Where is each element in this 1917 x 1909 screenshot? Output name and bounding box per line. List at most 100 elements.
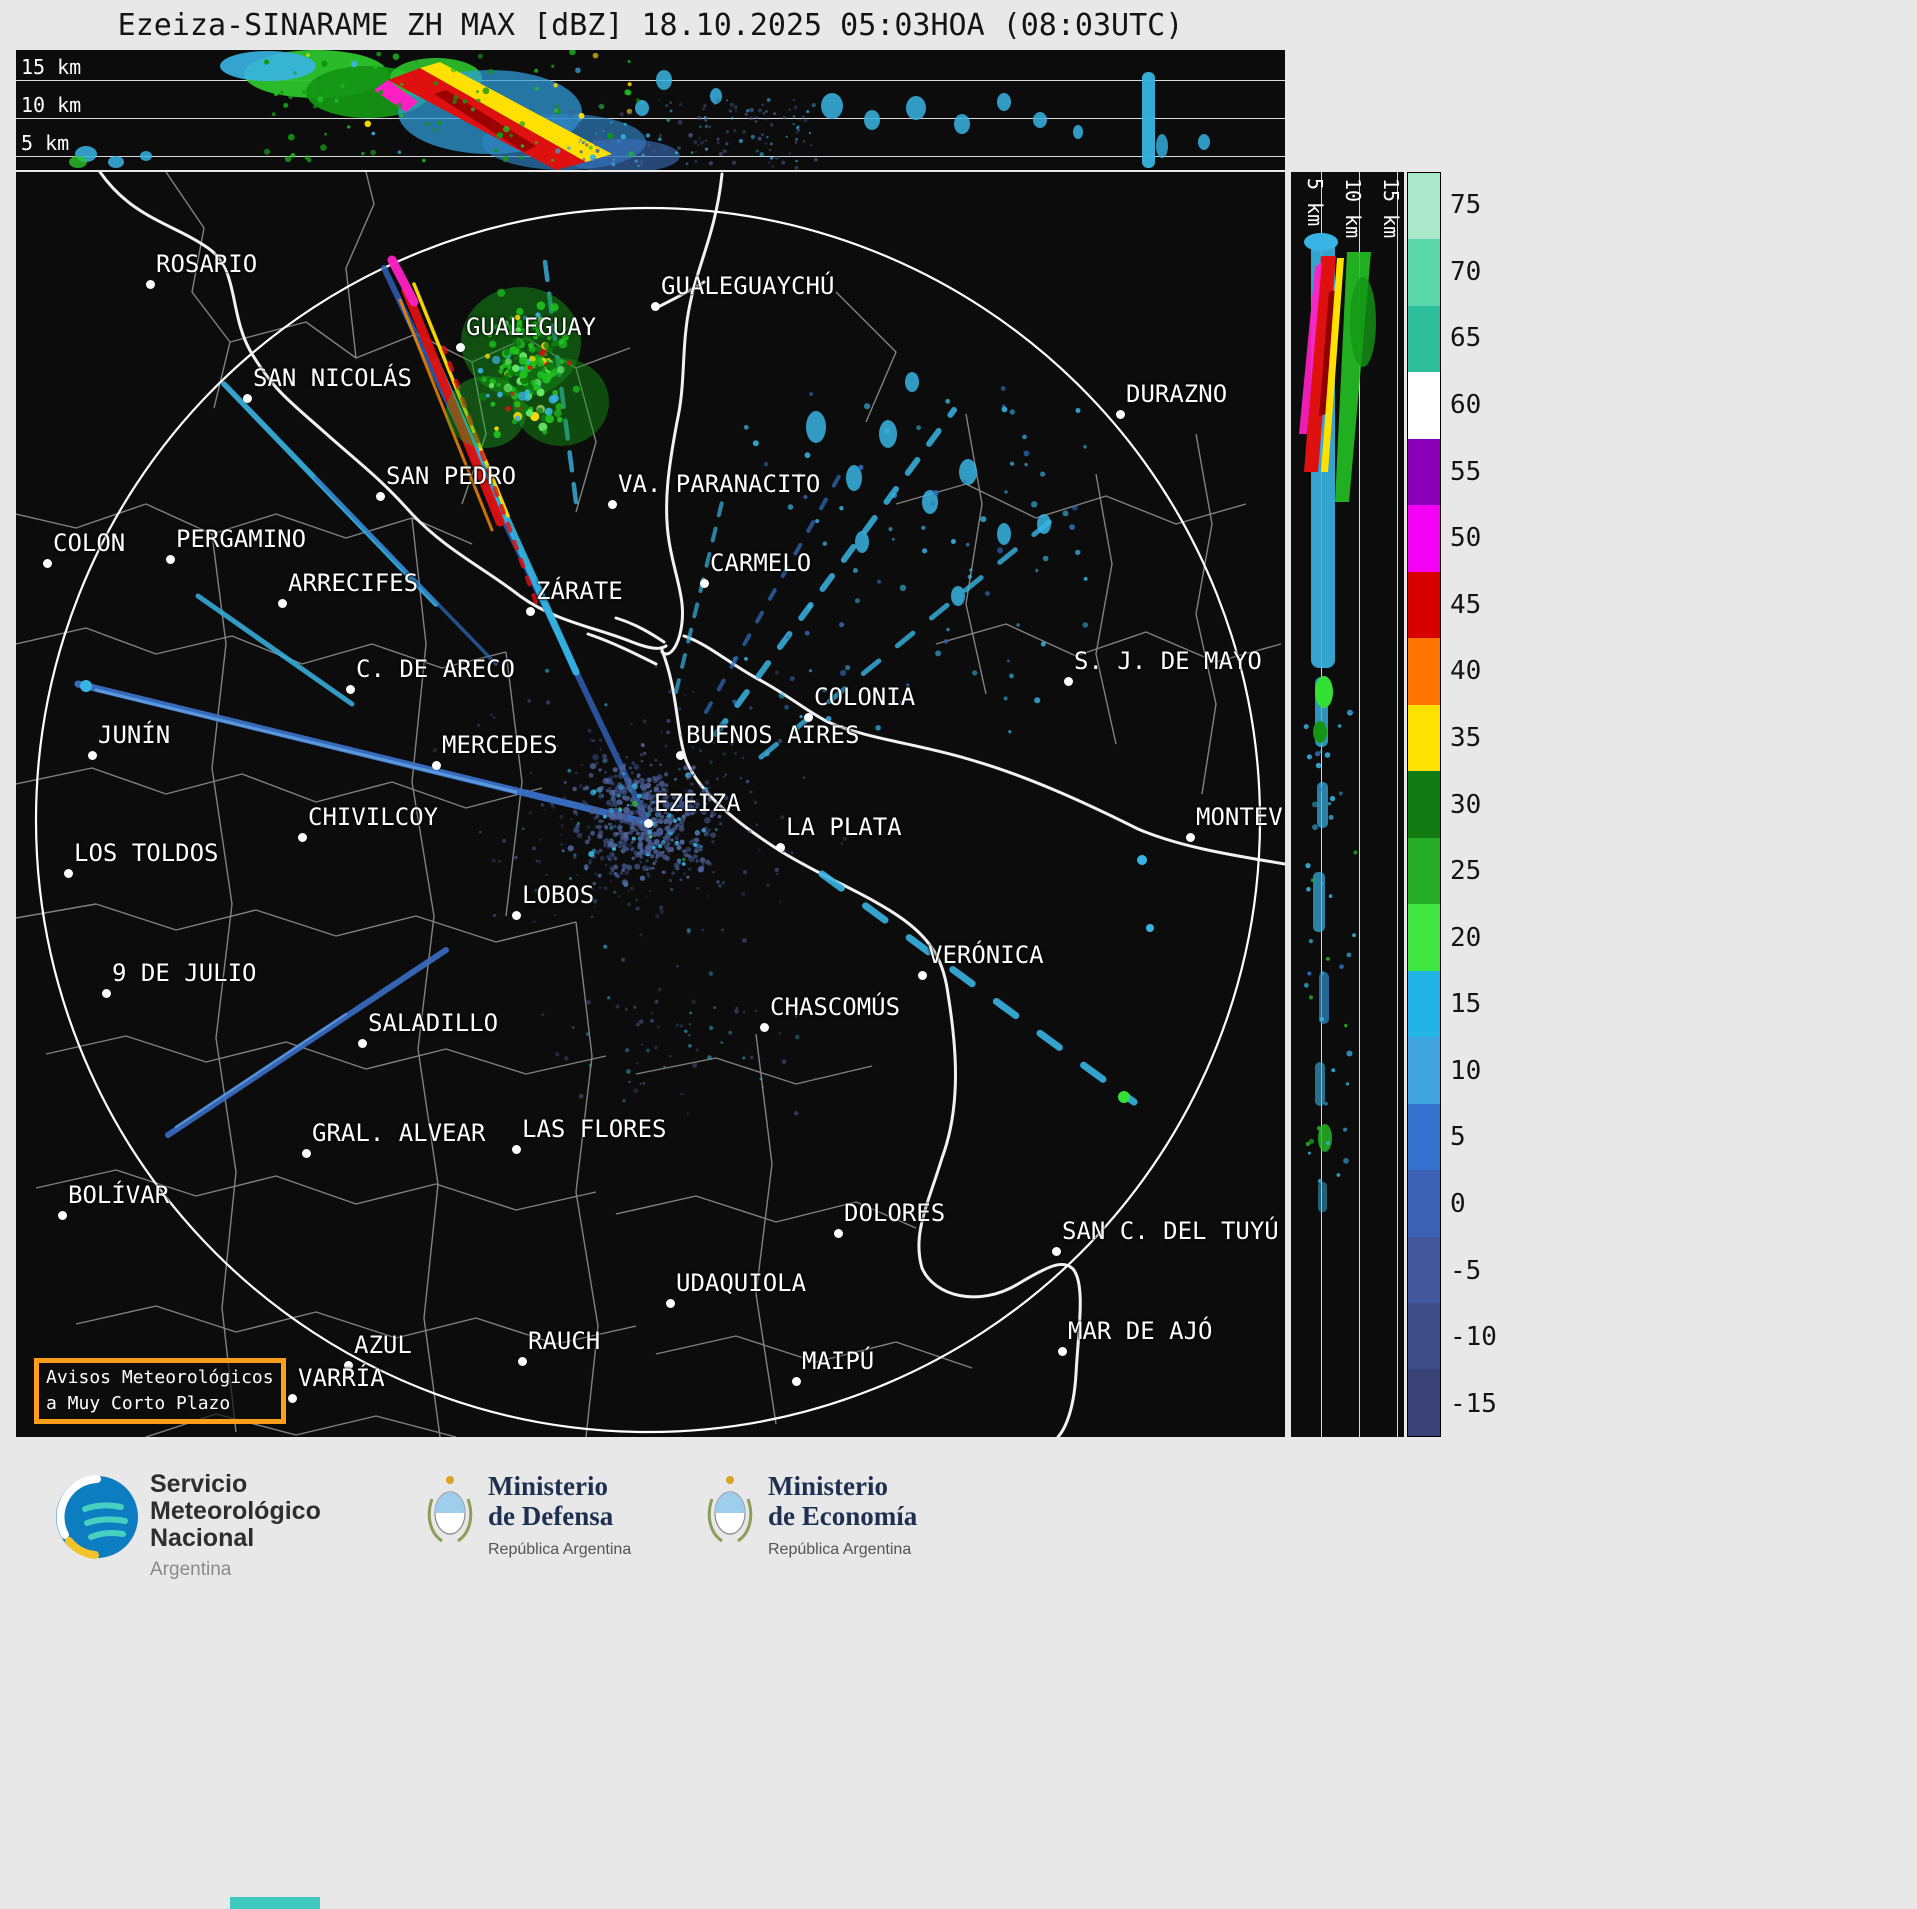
city-dot [676, 751, 685, 760]
city-label: COLONIA [814, 683, 916, 711]
colorbar-tick: -5 [1450, 1255, 1482, 1286]
city-label: S. J. DE MAYO [1074, 647, 1262, 675]
city-label: SALADILLO [368, 1009, 499, 1037]
city-dot [1116, 410, 1125, 419]
right-echo-shapes [1299, 233, 1376, 1212]
colorbar-segment [1408, 1037, 1440, 1104]
top-echo-shapes [69, 50, 1210, 170]
radar-echoes [74, 251, 1154, 1138]
city-dot [376, 492, 385, 501]
city-dot [526, 607, 535, 616]
height-label-10km: 10 km [21, 93, 82, 117]
right-cross-section-panel: 5 km 10 km 15 km [1291, 172, 1404, 1437]
radar-map-graphics [16, 172, 1285, 1437]
rivers-coastlines [98, 172, 1285, 1437]
city-dot [1052, 1247, 1061, 1256]
colorbar-tick: 50 [1450, 523, 1482, 554]
city-label: VA. PARANACITO [618, 470, 821, 498]
city-label: BUENOS AIRES [686, 721, 860, 749]
colorbar-tick: 25 [1450, 856, 1482, 887]
warning-line-2: a Muy Corto Plazo [46, 1393, 231, 1414]
colorbar-tick: 60 [1450, 390, 1482, 420]
colorbar-segment [1408, 771, 1440, 838]
city-label: PERGAMINO [176, 525, 307, 553]
colorbar-tick: 20 [1450, 922, 1482, 953]
city-dot [834, 1229, 843, 1238]
city-label: GUALEGUAYCHÚ [661, 272, 835, 300]
city-dot [456, 343, 465, 352]
city-label: LA PLATA [786, 813, 902, 841]
city-label: SAN NICOLÁS [253, 364, 412, 392]
gridline-10km [16, 118, 1285, 119]
city-label: LAS FLORES [522, 1115, 667, 1143]
city-label: EZEIZA [654, 789, 741, 817]
city-dot [1186, 833, 1195, 842]
city-dot [43, 559, 52, 568]
colorbar-tick: 55 [1450, 456, 1482, 487]
city-label: GRAL. ALVEAR [312, 1119, 486, 1147]
city-dot [804, 713, 813, 722]
city-dot [146, 280, 155, 289]
colorbar-segment [1408, 704, 1440, 772]
colorbar-segment [1408, 1302, 1440, 1370]
economia-line-2: de Economía [768, 1501, 918, 1531]
height-label-15km-v: 15 km [1379, 178, 1403, 239]
city-dot [776, 843, 785, 852]
ministerio-economia-text: Ministerio de Economía República Argenti… [768, 1471, 917, 1565]
echo-speckle-center [432, 665, 847, 968]
top-cross-section-echoes [69, 50, 1210, 170]
city-label: COLON [53, 529, 126, 557]
colorbar-segment [1408, 1369, 1440, 1436]
city-label: C. DE ARECO [356, 655, 515, 683]
city-dot [608, 500, 617, 509]
echo-speckle-green [477, 288, 580, 439]
colorbar-tick: 45 [1450, 589, 1482, 620]
colorbar-segment [1408, 239, 1440, 306]
ministerio-economia-block: Ministerio de Economía República Argenti… [704, 1471, 917, 1565]
defensa-line-1: Ministerio [488, 1471, 608, 1501]
city-label: LOS TOLDOS [74, 839, 219, 867]
colorbar-tick: 75 [1450, 190, 1482, 221]
smn-line-2: Meteorológico [150, 1497, 321, 1525]
city-label: MAIPÚ [802, 1347, 875, 1375]
top-cross-section-panel: 15 km 10 km 5 km [16, 50, 1285, 170]
colorbar-segment [1408, 1170, 1440, 1237]
city-dot [298, 833, 307, 842]
colorbar-segment [1408, 970, 1440, 1038]
gridline-15km [16, 80, 1285, 81]
city-label: JUNÍN [98, 721, 171, 749]
city-label: ZÁRATE [536, 577, 623, 605]
smn-logo-icon [56, 1475, 138, 1559]
right-speckle [1303, 709, 1358, 1184]
echo-speckle-ne [732, 386, 1089, 757]
colorbar-tick: 35 [1450, 722, 1482, 753]
city-dot [102, 989, 111, 998]
city-label: AZUL [354, 1331, 412, 1359]
city-label: 9 DE JULIO [112, 959, 257, 987]
height-label-5km-v: 5 km [1303, 178, 1327, 227]
colorbar-tick: 0 [1450, 1189, 1466, 1219]
city-dot [700, 579, 709, 588]
colorbar-segment [1408, 904, 1440, 971]
economia-line-1: Ministerio [768, 1471, 888, 1501]
top-speckle-green [263, 50, 640, 163]
colorbar-tick: 10 [1450, 1055, 1482, 1086]
city-label: ARRECIFES [288, 569, 419, 597]
ministerio-defensa-text: Ministerio de Defensa República Argentin… [488, 1471, 631, 1565]
height-label-15km: 15 km [21, 55, 82, 79]
city-dot [344, 1361, 353, 1370]
city-label: RAUCH [528, 1327, 601, 1355]
colorbar-segment [1408, 438, 1440, 506]
coat-of-arms-icon [427, 1476, 473, 1543]
height-label-5km: 5 km [21, 131, 70, 155]
page-title: Ezeiza-SINARAME ZH MAX [dBZ] 18.10.2025 … [117, 8, 1184, 43]
smn-line-3: Nacional [150, 1524, 255, 1552]
warning-box: Avisos Meteorológicos a Muy Corto Plazo [34, 1358, 286, 1424]
colorbar-tick: 15 [1450, 989, 1482, 1020]
province-boundaries [16, 172, 1282, 1437]
city-dot [64, 869, 73, 878]
city-label: SAN PEDRO [386, 462, 517, 490]
ministerio-defensa-block: Ministerio de Defensa República Argentin… [424, 1471, 631, 1565]
city-dot [666, 1299, 675, 1308]
right-cross-section-echoes [1299, 233, 1376, 1212]
